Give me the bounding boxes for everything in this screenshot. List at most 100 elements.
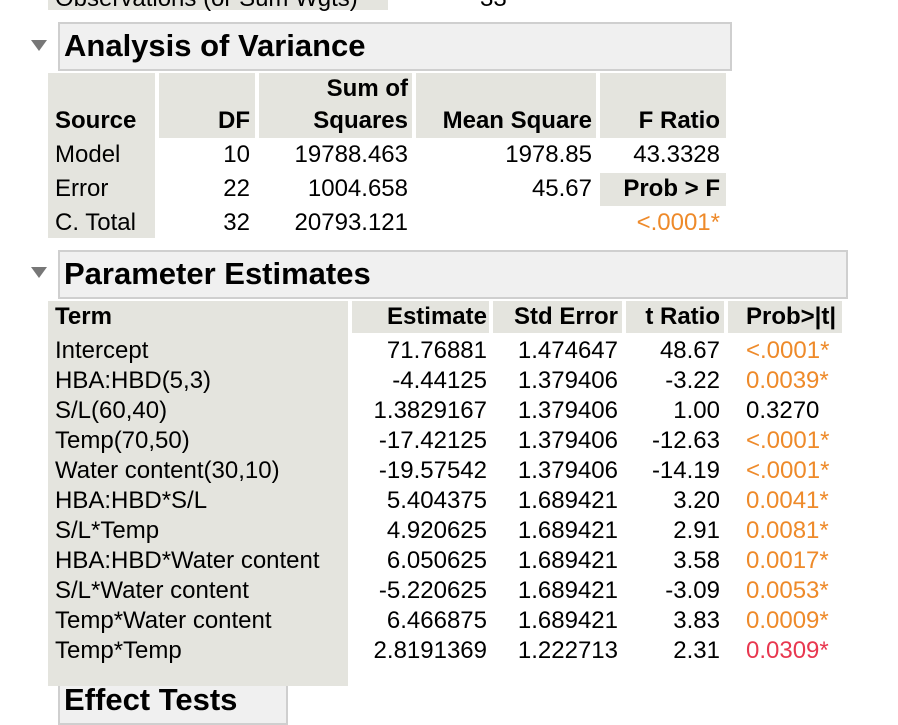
cell: 1.689421 [517, 517, 618, 544]
cell: 6.050625 [386, 547, 487, 574]
cell: 20793.121 [294, 209, 408, 236]
p-value: <.0001* [746, 457, 830, 484]
cell: Water content(30,10) [55, 457, 280, 484]
cell: 1.222713 [517, 637, 618, 664]
cell: 22 [223, 175, 250, 202]
cell: Temp(70,50) [55, 427, 190, 454]
cell: S/L*Temp [55, 517, 160, 544]
p-value: 0.0309* [746, 637, 829, 664]
column-header: F Ratio [638, 107, 720, 134]
cell: C. Total [55, 209, 136, 236]
section-header[interactable] [58, 250, 848, 299]
cell: 6.466875 [386, 607, 487, 634]
cell: Intercept [55, 337, 149, 364]
p-value: 0.0041* [746, 487, 829, 514]
cell: 3.20 [673, 487, 720, 514]
cell: 1.379406 [517, 427, 618, 454]
header-bg [600, 73, 726, 138]
cell: 3.58 [673, 547, 720, 574]
disclosure-triangle[interactable] [31, 267, 47, 278]
cell: Temp*Water content [55, 607, 272, 634]
p-value: 0.3270 [746, 397, 820, 424]
header-bg [626, 301, 724, 333]
section-header[interactable] [58, 22, 732, 71]
header-bg [416, 73, 596, 138]
cell: 48.67 [659, 337, 720, 364]
cell: 1004.658 [307, 175, 408, 202]
p-value: <.0001* [746, 337, 830, 364]
prob-label-bg [600, 173, 726, 206]
cell: 3.83 [673, 607, 720, 634]
cell: 5.404375 [386, 487, 487, 514]
cell: Error [55, 175, 109, 202]
cell: 2.91 [673, 517, 720, 544]
header-bg [728, 301, 842, 333]
cell: 10 [223, 141, 250, 168]
cell: -3.22 [665, 367, 720, 394]
cell: -4.44125 [392, 367, 487, 394]
cell: 19788.463 [294, 141, 408, 168]
column-header: Estimate [386, 303, 487, 330]
cell: 45.67 [531, 175, 592, 202]
column-header: Mean Square [442, 107, 592, 134]
column-header: t Ratio [645, 303, 720, 330]
header-bg [159, 73, 255, 138]
section-title: Effect Tests [64, 682, 238, 717]
top-label-bg [48, 0, 388, 10]
cell: 43.3328 [633, 141, 720, 168]
cell: HBA:HBD(5,3) [55, 367, 212, 394]
prob-label: Prob > F [623, 175, 720, 202]
p-value: <.0001* [746, 427, 830, 454]
cell: -19.57542 [378, 457, 487, 484]
cell: -17.42125 [378, 427, 487, 454]
cell: S/L(60,40) [55, 397, 168, 424]
cell: 2.8191369 [373, 637, 487, 664]
column-header: Prob>|t| [746, 303, 837, 330]
cell: -5.220625 [378, 577, 487, 604]
cell: 1978.85 [505, 141, 592, 168]
column-header: Std Error [513, 303, 618, 330]
term-column-bg [48, 301, 348, 686]
disclosure-triangle[interactable] [31, 40, 47, 51]
column-header: Sum of Squares [313, 75, 408, 134]
observations-value: 33 [480, 0, 507, 14]
cell: HBA:HBD*Water content [55, 547, 320, 574]
p-value: 0.0009* [746, 607, 829, 634]
cell: 4.920625 [386, 517, 487, 544]
cell: 1.379406 [517, 367, 618, 394]
cell: -14.19 [651, 457, 720, 484]
cell: -3.09 [665, 577, 720, 604]
column-header: Source [55, 107, 137, 134]
cell: 71.76881 [386, 337, 487, 364]
cell: 1.379406 [517, 397, 618, 424]
cell: 1.689421 [517, 577, 618, 604]
p-value: 0.0039* [746, 367, 829, 394]
cell: 32 [223, 209, 250, 236]
source-column-bg [48, 73, 155, 238]
cell: Temp*Temp [55, 637, 182, 664]
cell: 1.00 [673, 397, 720, 424]
cell: 1.379406 [517, 457, 618, 484]
cell: 1.474647 [517, 337, 618, 364]
header-bg [352, 301, 489, 333]
jmp-report: Observations (or Sum Wgts) 33 Analysis o… [31, 0, 848, 725]
column-header: Term [55, 303, 112, 330]
header-bg [259, 73, 412, 138]
observations-label: Observations (or Sum Wgts) [55, 0, 358, 14]
cell: 1.3829167 [373, 397, 487, 424]
cell: 1.689421 [517, 487, 618, 514]
p-value: 0.0081* [746, 517, 829, 544]
cell: 1.689421 [517, 547, 618, 574]
cell: -12.63 [651, 427, 720, 454]
header-bg [493, 301, 622, 333]
p-value: 0.0017* [746, 547, 829, 574]
cell: S/L*Water content [55, 577, 249, 604]
cell: 2.31 [673, 637, 720, 664]
section-title: Analysis of Variance [64, 28, 366, 63]
cell: Model [55, 141, 121, 168]
cell: 1.689421 [517, 607, 618, 634]
prob-value: <.0001* [636, 209, 720, 236]
section-title: Parameter Estimates [64, 256, 371, 291]
p-value: 0.0053* [746, 577, 829, 604]
column-header: DF [218, 107, 250, 134]
